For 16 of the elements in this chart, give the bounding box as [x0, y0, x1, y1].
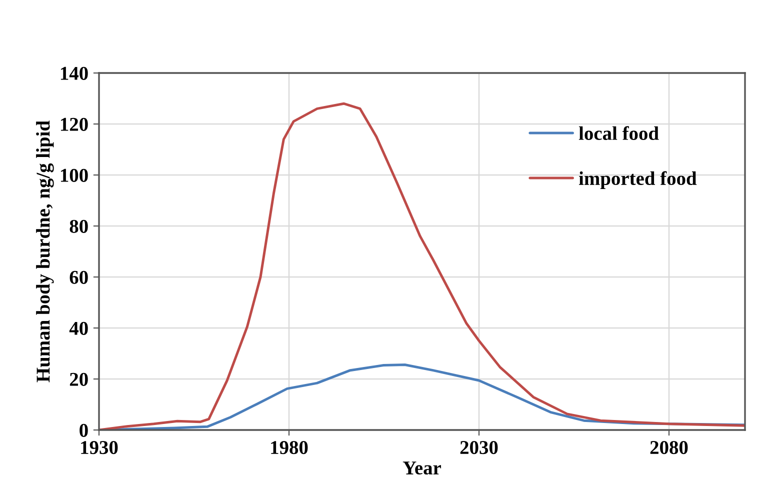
- x-tick-label: 1980: [271, 440, 308, 454]
- x-tick-label: 1930: [81, 440, 118, 454]
- legend-label: imported food: [578, 171, 697, 190]
- y-tick-label: 120: [60, 118, 88, 131]
- y-tick-label: 20: [70, 372, 88, 386]
- y-tick-label: 140: [60, 66, 88, 80]
- x-tick-label: 2080: [650, 440, 688, 454]
- y-tick-label: 0: [80, 424, 88, 437]
- y-tick-label: 40: [69, 322, 88, 335]
- x-tick-label: 2030: [460, 440, 498, 454]
- y-axis-title: Human body burdne, ng/g lipid: [36, 120, 54, 382]
- y-tick-label: 60: [70, 270, 88, 284]
- y-tick-label: 100: [60, 168, 88, 182]
- legend-label: local food: [578, 126, 659, 140]
- y-tick-label: 80: [70, 220, 88, 233]
- x-axis-title: Year: [402, 462, 442, 475]
